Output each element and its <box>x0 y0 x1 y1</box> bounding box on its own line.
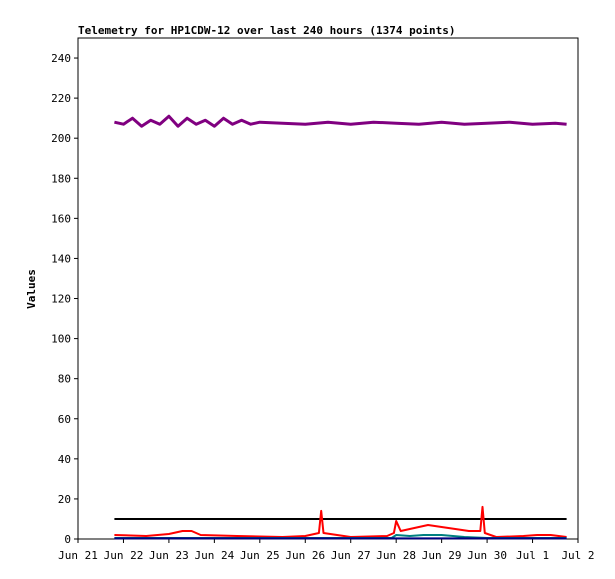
y-tick-label: 80 <box>58 373 71 386</box>
chart-title: Telemetry for HP1CDW-12 over last 240 ho… <box>78 24 456 37</box>
y-tick-label: 240 <box>51 52 71 65</box>
x-tick-label: Jun 27 <box>331 549 371 562</box>
y-tick-label: 100 <box>51 333 71 346</box>
y-axis-label: Values <box>25 269 38 309</box>
x-tick-label: Jun 28 <box>376 549 416 562</box>
y-tick-label: 120 <box>51 293 71 306</box>
y-tick-label: 20 <box>58 493 71 506</box>
x-tick-label: Jun 26 <box>285 549 325 562</box>
x-tick-label: Jun 25 <box>240 549 280 562</box>
x-tick-label: Jun 24 <box>194 549 234 562</box>
y-tick-label: 180 <box>51 172 71 185</box>
x-tick-label: Jun 23 <box>149 549 189 562</box>
x-tick-label: Jul 1 <box>516 549 549 562</box>
y-tick-label: 40 <box>58 453 71 466</box>
x-tick-label: Jul 2 <box>561 549 594 562</box>
y-tick-label: 220 <box>51 92 71 105</box>
y-tick-label: 60 <box>58 413 71 426</box>
series-line-0 <box>114 114 567 128</box>
plot-frame <box>77 37 579 540</box>
x-tick-label: Jun 30 <box>467 549 507 562</box>
y-tick-label: 140 <box>51 252 71 265</box>
x-tick-label: Jun 22 <box>104 549 144 562</box>
y-tick-label: 0 <box>64 533 71 546</box>
y-tick-label: 200 <box>51 132 71 145</box>
x-tick-label: Jun 21 <box>58 549 98 562</box>
x-tick-label: Jun 29 <box>422 549 462 562</box>
plot-area: 0 20 40 60 80 100 120 140 160 180 200 220 240 Jun 21 J… <box>51 37 595 562</box>
series-line-2 <box>114 505 567 538</box>
y-tick-label: 160 <box>51 212 71 225</box>
